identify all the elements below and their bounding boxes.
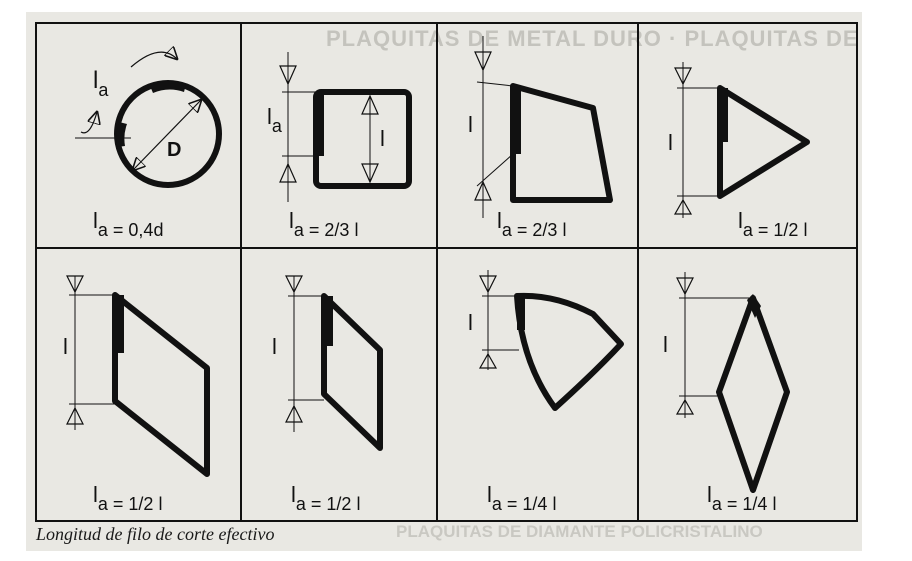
insert-diagram-grid: D la la = 0,4d la l la = 2/3 l: [35, 22, 858, 522]
figure-sheet: PLAQUITAS DE METAL DURO · PLAQUITAS DE R…: [26, 12, 862, 551]
la-arc-dimension: [130, 52, 177, 68]
bleed-bottom-text: PLAQUITAS DE DIAMANTE POLICRISTALINO: [396, 522, 763, 541]
cell-parallelogram-insert-a: l la = 1/2 l: [63, 275, 210, 514]
figure-caption: Longitud de filo de corte efectivo: [36, 524, 275, 544]
l-arrow-top: [361, 94, 379, 115]
diameter-dimension: [133, 100, 201, 170]
formula-cell-8: la = 1/4 l: [707, 482, 776, 514]
rhombus-insert-shape: [716, 295, 790, 493]
formula-cell-7: la = 1/4 l: [487, 482, 556, 514]
l-arrow-top: [676, 277, 694, 296]
la-arrow-top: [279, 65, 297, 86]
triangle-insert-shape: [717, 85, 810, 199]
cutting-edge-mark: [115, 295, 124, 353]
l-arrow-bottom: [285, 404, 303, 423]
cell-triangle-insert: l la = 1/2 l: [668, 62, 810, 240]
l-arrow-bottom: [361, 163, 379, 184]
formula-cell-3: la = 2/3 l: [497, 208, 566, 240]
cutting-edge-mark: [150, 81, 186, 93]
l-label: l: [468, 310, 473, 335]
cell-square-insert: la l la = 2/3 l: [267, 52, 412, 240]
l-label: l: [668, 130, 673, 155]
l-arrow-bottom: [673, 198, 693, 215]
cell-trapezoid-insert: l la = 2/3 l: [468, 36, 613, 240]
l-arrow-top: [285, 275, 303, 294]
parallelogram-insert-shape: [112, 292, 210, 477]
formula-cell-4: la = 1/2 l: [738, 208, 807, 240]
trigon-insert-shape: [514, 292, 624, 411]
cutting-edge-mark: [720, 88, 728, 142]
l-arrow-top: [66, 275, 84, 294]
la-label: la: [93, 67, 109, 100]
cell-rhombus-insert: l la = 1/4 l: [663, 272, 790, 514]
background-bleed-text: PLAQUITAS DE METAL DURO · PLAQUITAS DE R…: [26, 12, 862, 52]
la-label: la: [267, 104, 283, 136]
cell-trigon-insert: l la = 1/4 l: [468, 270, 624, 514]
l-label: l: [380, 126, 385, 151]
trapezoid-insert-shape: [510, 83, 613, 203]
la-arrow-bottom: [279, 162, 297, 183]
bleed-top-text: PLAQUITAS DE METAL DURO · PLAQUITAS DE R…: [326, 26, 862, 51]
la-arc-dimension-2: [80, 112, 97, 134]
formula-cell-2: la = 2/3 l: [289, 208, 358, 240]
ext-top: [476, 81, 514, 87]
cutting-edge-mark: [517, 296, 525, 330]
cutting-edge-mark: [747, 294, 761, 318]
cutting-edge-mark: [324, 296, 333, 346]
l-arrow-bottom: [474, 180, 492, 201]
l-arrow-bottom: [478, 352, 498, 369]
diameter-label: D: [167, 139, 181, 161]
l-arrow-bottom: [675, 398, 695, 415]
cutting-edge-mark-2: [116, 122, 127, 147]
l-arrow-top: [474, 51, 492, 72]
cell-round-insert: D la la = 0,4d: [75, 52, 222, 240]
formula-cell-1: la = 0,4d: [93, 208, 163, 240]
l-arrow-top: [479, 275, 497, 294]
grid-lines: [35, 22, 858, 522]
cutting-edge-mark: [316, 92, 324, 156]
ext-bottom: [476, 153, 514, 187]
l-arrow-bottom: [66, 406, 84, 425]
l-arrow-top: [674, 67, 692, 86]
formula-cell-6: la = 1/2 l: [291, 482, 360, 514]
cutting-edge-mark: [513, 86, 521, 154]
parallelogram-insert-shape: [321, 293, 383, 451]
l-label: l: [272, 334, 277, 359]
cell-parallelogram-insert-b: l la = 1/2 l: [272, 275, 383, 514]
formula-cell-5: la = 1/2 l: [93, 482, 162, 514]
square-insert-shape: [313, 89, 412, 189]
l-label: l: [63, 334, 68, 359]
l-label: l: [468, 112, 473, 137]
l-label: l: [663, 332, 668, 357]
background-bleed-text-bottom: PLAQUITAS DE DIAMANTE POLICRISTALINO: [396, 522, 856, 546]
